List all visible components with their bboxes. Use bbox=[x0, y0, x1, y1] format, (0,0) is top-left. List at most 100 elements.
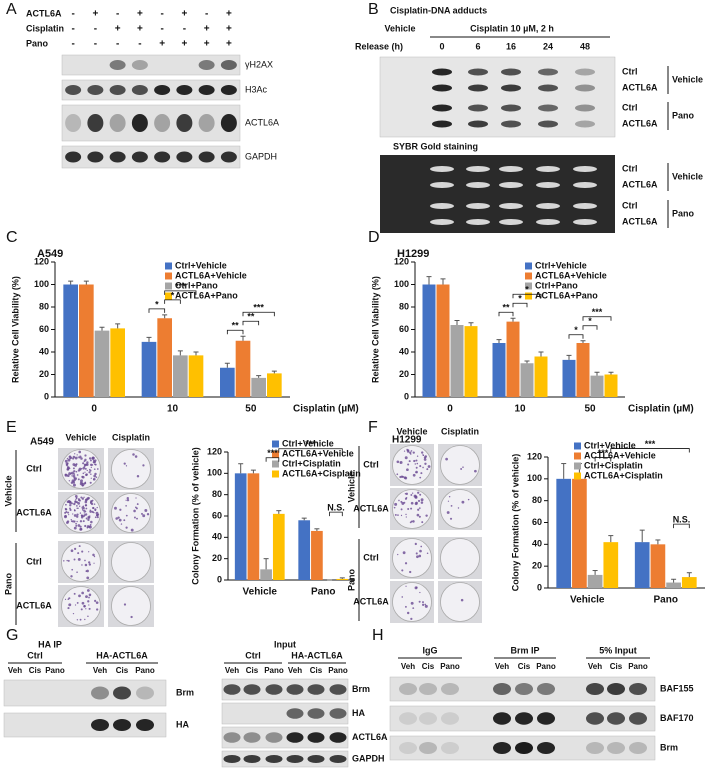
blot-band bbox=[329, 732, 347, 743]
colony bbox=[450, 504, 453, 507]
colony bbox=[91, 456, 95, 460]
colony bbox=[414, 502, 418, 506]
blot-band bbox=[575, 68, 595, 76]
blot-band bbox=[538, 68, 558, 76]
colony bbox=[74, 500, 77, 502]
panel-letter: E bbox=[6, 419, 17, 436]
colony bbox=[64, 459, 68, 463]
blot-band bbox=[136, 686, 154, 700]
colony bbox=[84, 482, 87, 485]
bar bbox=[63, 284, 78, 397]
blot-band bbox=[501, 68, 521, 76]
colony bbox=[76, 505, 78, 507]
label: Cisplatin bbox=[441, 426, 479, 436]
colony bbox=[94, 472, 97, 476]
label: Cisplatin 10 µM, 2 h bbox=[470, 23, 554, 33]
colony bbox=[418, 515, 421, 518]
colony bbox=[82, 467, 85, 470]
colony bbox=[93, 503, 96, 505]
colony bbox=[123, 462, 126, 465]
colony bbox=[146, 513, 150, 516]
blot-band bbox=[286, 732, 304, 743]
bar bbox=[267, 373, 282, 397]
blot-band bbox=[220, 114, 237, 132]
colony bbox=[92, 477, 96, 481]
legend-swatch bbox=[165, 272, 172, 280]
colony bbox=[76, 501, 79, 504]
panel-letter: H bbox=[372, 627, 384, 644]
blot-band bbox=[573, 182, 597, 188]
label: H1299 bbox=[392, 435, 422, 446]
colony bbox=[68, 514, 70, 516]
colony bbox=[86, 463, 88, 466]
colony bbox=[418, 507, 421, 509]
colony bbox=[75, 470, 78, 473]
colony bbox=[89, 463, 93, 467]
significance-bracket bbox=[498, 311, 514, 317]
colony bbox=[74, 547, 77, 550]
label: ACTL6A bbox=[245, 117, 279, 127]
blot-band bbox=[198, 85, 215, 95]
label: Cis bbox=[518, 662, 531, 671]
colony bbox=[399, 475, 402, 479]
significance-label: ** bbox=[247, 312, 255, 322]
colony bbox=[125, 499, 127, 501]
colony bbox=[125, 505, 127, 507]
blot bbox=[3, 679, 167, 707]
colony bbox=[66, 462, 69, 465]
colony bbox=[130, 528, 134, 532]
colony bbox=[66, 466, 70, 469]
legend-label: ACTL6A+Vehicle bbox=[535, 270, 607, 280]
label: - bbox=[71, 39, 74, 50]
blot-band bbox=[223, 684, 241, 695]
label: - bbox=[71, 9, 74, 20]
label: HA IP bbox=[38, 639, 62, 649]
colony bbox=[71, 475, 73, 477]
blot-band bbox=[65, 85, 82, 95]
bar bbox=[492, 343, 506, 397]
colony bbox=[78, 505, 81, 507]
colony bbox=[408, 460, 411, 463]
y-tick-label: 60 bbox=[532, 517, 542, 527]
colony bbox=[117, 516, 120, 519]
label: + bbox=[226, 39, 232, 50]
dish bbox=[111, 493, 151, 533]
label: ACTL6A bbox=[352, 732, 388, 742]
blot-band bbox=[131, 60, 148, 70]
colony bbox=[79, 520, 83, 523]
colony bbox=[66, 521, 69, 524]
legend-swatch bbox=[525, 272, 532, 280]
colony bbox=[420, 545, 423, 548]
label: γH2AX bbox=[245, 59, 273, 69]
dish bbox=[392, 445, 432, 485]
colony bbox=[397, 514, 399, 516]
colony bbox=[136, 475, 140, 478]
label: 0 bbox=[439, 41, 444, 51]
blot-band bbox=[493, 742, 511, 754]
colony bbox=[89, 515, 91, 517]
colony bbox=[96, 468, 99, 470]
colony bbox=[412, 473, 416, 477]
significance-label: N.S. bbox=[673, 515, 691, 525]
colony bbox=[130, 615, 133, 619]
legend-label: Ctrl+Cisplatin bbox=[282, 458, 341, 468]
blot-band bbox=[573, 166, 597, 172]
colony bbox=[401, 569, 404, 572]
colony bbox=[81, 550, 84, 553]
label: Pano bbox=[346, 569, 356, 592]
blot-band bbox=[176, 114, 193, 132]
blot-band bbox=[307, 732, 325, 743]
colony bbox=[84, 559, 86, 562]
label: Vehicle bbox=[3, 475, 13, 506]
y-tick-label: 120 bbox=[527, 451, 542, 461]
colony bbox=[81, 564, 83, 566]
colony bbox=[418, 554, 422, 558]
blot-band bbox=[629, 712, 647, 725]
colony bbox=[64, 507, 67, 510]
bar bbox=[251, 377, 266, 397]
blot-band bbox=[493, 712, 511, 725]
colony bbox=[86, 569, 89, 573]
blot-band bbox=[109, 151, 126, 163]
colony bbox=[420, 472, 423, 475]
x-tick-label: Pano bbox=[311, 587, 335, 598]
